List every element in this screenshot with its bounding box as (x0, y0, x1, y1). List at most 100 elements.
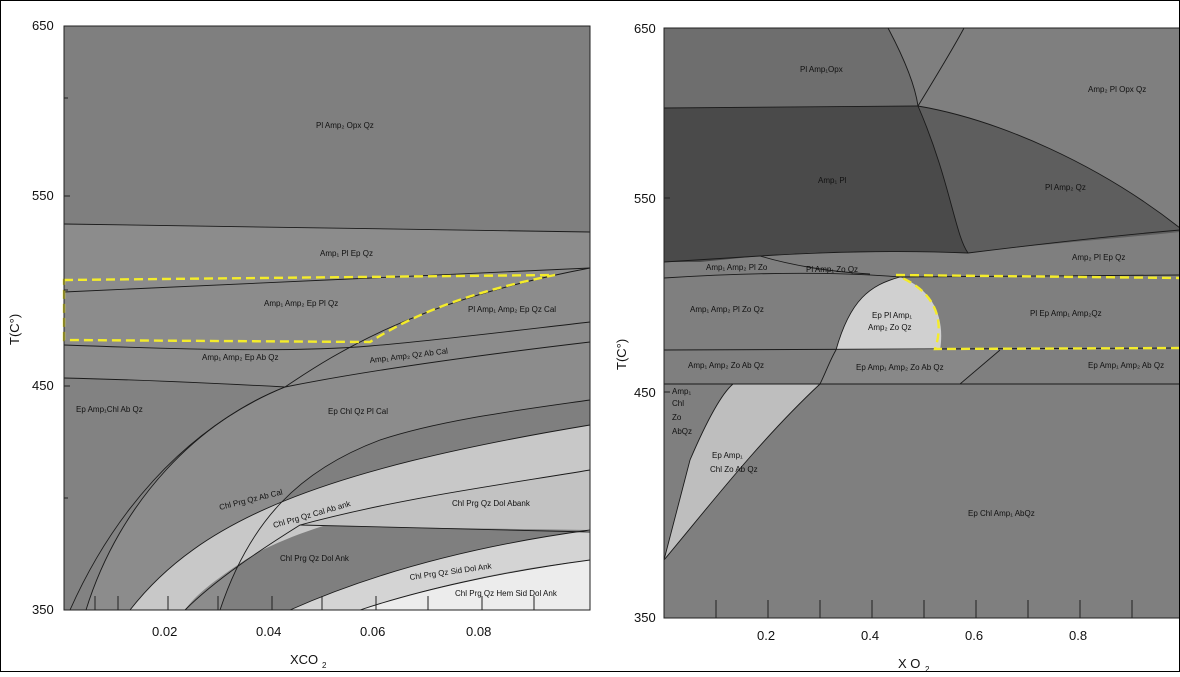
boundary-line (917, 105, 1180, 229)
field-label: Ep Amp₁ Amp₂ Ab Qz (1088, 361, 1164, 370)
field-dol-abank (300, 470, 590, 530)
left-y-tick-label: 350 (32, 602, 54, 617)
field-label: Ep Chl Qz Pl Cal (328, 407, 388, 416)
field-label: Chl Zo Ab Qz (710, 465, 758, 474)
right-y-tick-label: 450 (634, 385, 656, 400)
field-label: Zo (672, 413, 682, 422)
boundary-line (63, 223, 591, 233)
right-x-axis-label: X O (898, 656, 920, 671)
field-label: Pl Amp₁Opx (800, 65, 843, 74)
left-y-tick-label: 550 (32, 188, 54, 203)
field-label: Amp₁ Amp₂ Ep Ab Qz (202, 353, 279, 362)
field-label: Amp₁ (672, 387, 691, 396)
boundary-line (663, 229, 1180, 263)
field-label: Ep Amp₁ Amp₂ Zo Ab Qz (856, 363, 944, 372)
field-label: Ep Amp₁Chl Ab Qz (76, 405, 143, 414)
field-hem-sid-dol-ank (360, 560, 590, 610)
field-label: Pl Amp₂ Opx Qz (316, 121, 374, 130)
boundary-line (129, 424, 591, 611)
right-y-axis: 650 550 450 350 T(C°) (614, 21, 670, 625)
field-sid-dol-ank (290, 530, 590, 610)
field-label: Amp₂ Pl Ep Qz (1072, 253, 1125, 262)
field-label: Chl Prg Qz Dol Abank (452, 499, 531, 508)
boundary-line (959, 349, 1001, 385)
field-label: Amp₂ Zo Qz (868, 323, 912, 332)
field-pl-amp-opx (664, 28, 918, 108)
boundary-line (69, 386, 286, 611)
right-x-axis: 0.2 0.4 0.6 0.8 X O 2 (715, 600, 1133, 674)
boundary-line (63, 267, 591, 293)
field-label: Pl Amp₁ Amp₂ Ep Qz Cal (468, 305, 556, 314)
field-label: Amp₁ Amp₂ Ep Pl Qz (264, 299, 338, 308)
field-ep-amp-amp-zo (820, 350, 1000, 384)
boundary-line (63, 321, 591, 351)
left-y-tick-label: 650 (32, 18, 54, 33)
left-x-tick-label: 0.06 (360, 624, 385, 639)
boundary-line (663, 272, 901, 279)
boundary-line (184, 469, 591, 611)
left-y-axis-label: T(C°) (7, 314, 22, 345)
boundary-line (299, 524, 591, 533)
field-label: Amp₂ Pl Opx Qz (1088, 85, 1146, 94)
boundary-line (379, 399, 591, 441)
left-panel: 650 550 450 350 T(C°) 0.02 0.04 0.06 0.0… (7, 18, 591, 670)
highlight-zone (895, 273, 1180, 351)
field-mid-band (64, 224, 590, 610)
field-label: Ep Amp₁ (712, 451, 743, 460)
field-pl-amp-qz (918, 106, 1180, 253)
field-label: Amp₁ Amp₂ Pl Zo Qz (690, 305, 764, 314)
right-x-tick-label: 0.6 (965, 628, 983, 643)
boundary-line (663, 105, 919, 109)
field-label: Chl Prg Qz Dol Ank (280, 554, 350, 563)
boundary-line (917, 105, 969, 254)
right-y-tick-label: 350 (634, 610, 656, 625)
right-panel: 650 550 450 350 T(C°) 0.2 0.4 0.6 0.8 X … (614, 21, 1180, 674)
left-plot-frame (63, 25, 591, 611)
right-y-tick-label: 550 (634, 191, 656, 206)
field-label: AbQz (672, 427, 692, 436)
right-y-tick-label: 650 (634, 21, 656, 36)
field-label: Amp₁ Pl Ep Qz (320, 249, 373, 258)
field-label: Ep Pl Amp₁ (872, 311, 912, 320)
boundary-line (917, 27, 965, 107)
field-label: Amp₁ Amp₂ Pl Zo (706, 263, 768, 272)
left-y-tick-label: 450 (32, 378, 54, 393)
boundary-line (835, 276, 901, 351)
field-label: Pl Amp₁ Zo Qz (806, 265, 858, 274)
field-label: Chl Prg Qz Hem Sid Dol Ank (455, 589, 558, 598)
boundary-line (819, 349, 837, 385)
boundary-line (284, 341, 591, 388)
field-label: Pl Amp₂ Qz (1045, 183, 1086, 192)
right-plot-frame (663, 27, 1180, 619)
field-label: Ep Chl Amp₁ AbQz (968, 509, 1035, 518)
boundary-line (63, 377, 286, 388)
right-x-tick-label: 0.4 (861, 628, 879, 643)
right-x-axis-label-subscript: 2 (925, 665, 930, 672)
field-label: Pl Ep Amp₁ Amp₂Qz (1030, 309, 1102, 318)
field-amp-pl (664, 106, 968, 262)
boundary-line (759, 255, 871, 275)
boundary-line (289, 529, 591, 611)
field-label: Amp₁ Pl (818, 176, 847, 185)
highlight-zone (62, 273, 556, 344)
left-x-tick-label: 0.02 (152, 624, 177, 639)
field-ep-pl-amp (836, 277, 942, 350)
left-x-axis: 0.02 0.04 0.06 0.08 XCO 2 (94, 596, 535, 670)
left-x-axis-label-subscript: 2 (322, 661, 327, 670)
right-y-axis-label: T(C°) (614, 339, 629, 370)
field-label: Amp₁ Amp₂ Zo Ab Qz (688, 361, 764, 370)
field-label: Chl (672, 399, 684, 408)
left-x-tick-label: 0.04 (256, 624, 281, 639)
boundary-line (887, 27, 919, 107)
field-light-band (130, 425, 590, 610)
boundary-line (663, 383, 821, 561)
field-left-sector (64, 378, 285, 610)
right-x-tick-label: 0.8 (1069, 628, 1087, 643)
boundary-line (663, 383, 734, 561)
left-x-tick-label: 0.08 (466, 624, 491, 639)
field-ep-amp-chl-zo (664, 384, 820, 560)
boundary-line (359, 559, 591, 611)
left-y-axis: 650 550 450 350 T(C°) (7, 18, 70, 617)
left-x-axis-label: XCO (290, 652, 318, 667)
